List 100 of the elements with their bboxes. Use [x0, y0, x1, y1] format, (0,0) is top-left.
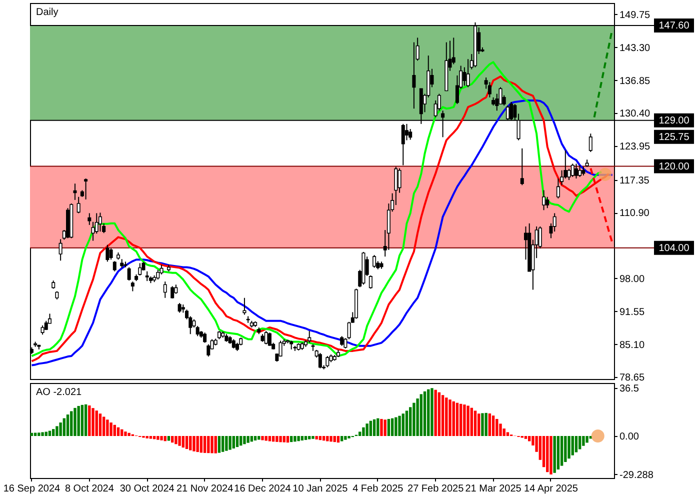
bar — [124, 432, 127, 436]
bar — [221, 436, 224, 452]
bar — [232, 436, 236, 448]
bar — [116, 427, 120, 436]
bar — [41, 432, 44, 436]
bar — [376, 418, 380, 436]
x-tick-label: 8 Oct 2024 — [64, 484, 114, 494]
bar — [182, 436, 185, 448]
candlestick — [98, 212, 102, 232]
bar — [66, 414, 70, 436]
candlestick — [174, 284, 178, 294]
bar — [92, 408, 94, 436]
bar — [52, 429, 55, 436]
bar — [254, 436, 257, 440]
candlestick — [570, 163, 574, 178]
bar — [196, 436, 199, 452]
candlestick — [401, 123, 405, 166]
bar — [546, 436, 549, 472]
bar — [434, 390, 437, 436]
bar — [384, 420, 386, 436]
bar — [268, 436, 272, 442]
candlestick — [130, 281, 134, 292]
bar — [200, 436, 203, 453]
candlestick — [404, 123, 408, 141]
text: 125.75 — [658, 132, 690, 143]
candlestick — [588, 133, 592, 152]
y-tick-label: 123.95 — [620, 142, 651, 153]
bar — [189, 436, 192, 450]
bar — [380, 418, 383, 436]
bar — [113, 424, 116, 436]
bar — [322, 436, 326, 441]
bar — [192, 436, 196, 452]
candlestick — [398, 168, 402, 194]
candlestick — [268, 332, 272, 346]
bar — [106, 420, 109, 436]
bar — [358, 432, 362, 436]
bar — [484, 412, 488, 436]
bar — [246, 436, 250, 443]
bar — [568, 436, 570, 459]
bar — [185, 436, 188, 449]
bar — [120, 429, 124, 436]
bar — [441, 395, 444, 436]
candlestick — [344, 338, 348, 349]
bar — [330, 436, 332, 442]
candlestick — [76, 196, 80, 214]
bar — [463, 404, 466, 436]
bar — [560, 436, 564, 466]
bar — [423, 391, 426, 436]
candlestick — [326, 356, 330, 368]
candlestick — [73, 183, 77, 200]
candlestick — [520, 148, 524, 186]
bar — [362, 427, 365, 436]
bar — [156, 436, 160, 440]
bar — [369, 420, 372, 436]
bar — [88, 405, 91, 436]
bar — [228, 436, 232, 450]
bar — [174, 436, 178, 444]
bar — [149, 436, 152, 439]
bar — [387, 418, 390, 436]
bar — [564, 436, 567, 462]
bar — [236, 436, 239, 448]
bar — [336, 436, 340, 443]
candlestick — [40, 324, 44, 336]
bar — [210, 436, 214, 454]
bar — [420, 394, 423, 436]
bar — [448, 400, 452, 436]
ref-line-label: 147.60 — [658, 20, 690, 32]
bar — [95, 410, 98, 436]
bar — [98, 414, 102, 436]
y-tick-label: 136.85 — [620, 76, 651, 87]
bar — [456, 402, 459, 436]
bar — [402, 414, 404, 436]
bar — [478, 414, 480, 436]
bar — [279, 436, 282, 442]
bar — [366, 424, 368, 436]
bar — [412, 402, 416, 436]
ref-line-label: 104.00 — [658, 242, 690, 254]
candlestick — [58, 238, 62, 262]
bar — [390, 418, 394, 436]
candlestick — [412, 42, 416, 110]
bar — [524, 436, 528, 439]
y-tick-label: 91.55 — [620, 306, 645, 318]
bar — [276, 436, 278, 442]
bar — [170, 436, 174, 443]
bar — [474, 410, 477, 436]
x-tick-label: 27 Feb 2025 — [408, 484, 464, 494]
candlestick — [88, 212, 92, 226]
candlestick — [170, 286, 174, 299]
bar — [290, 436, 293, 442]
candlestick — [542, 190, 546, 211]
bar — [578, 436, 582, 450]
bar — [344, 436, 347, 440]
candlestick — [574, 163, 578, 179]
y-tick-label: 117.35 — [620, 175, 650, 186]
y-tick-label: 98.00 — [620, 274, 645, 285]
bar — [74, 408, 76, 436]
x-tick-label: 16 Sep 2024 — [3, 484, 61, 494]
bar — [207, 436, 210, 454]
bar — [56, 426, 58, 436]
bar — [214, 436, 217, 454]
